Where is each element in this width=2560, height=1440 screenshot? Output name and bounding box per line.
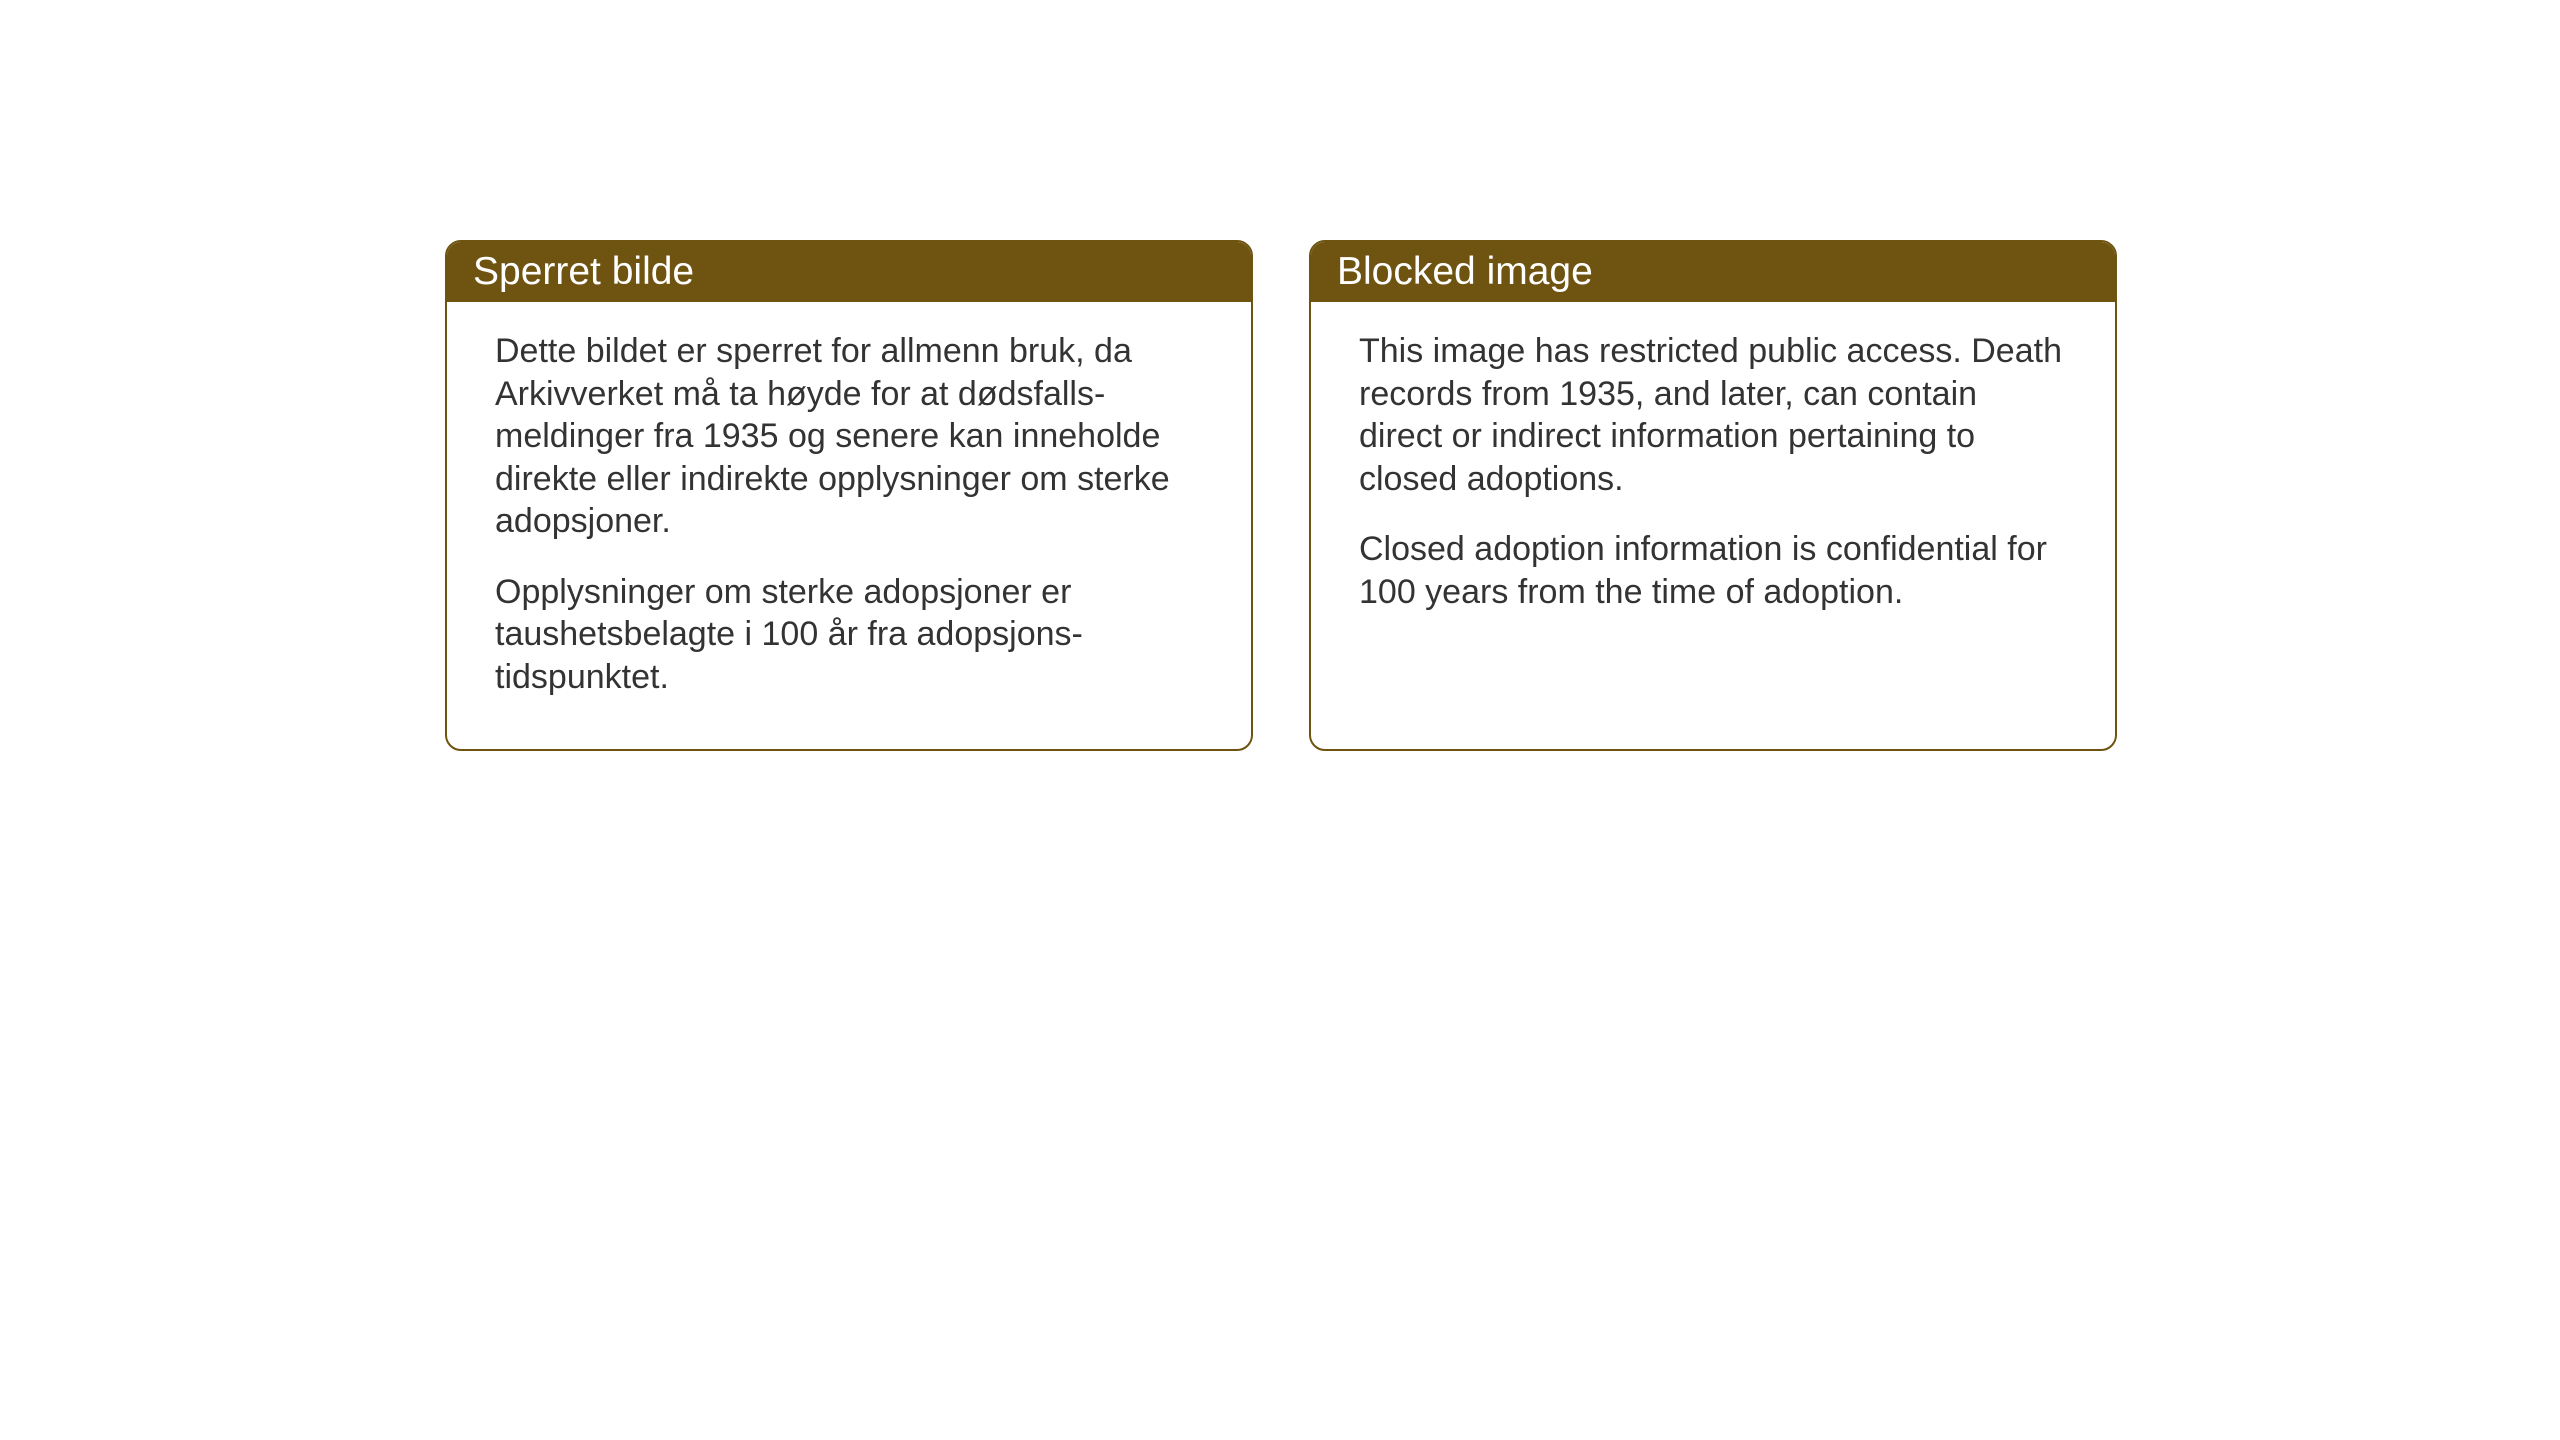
- english-paragraph-2: Closed adoption information is confident…: [1359, 528, 2067, 613]
- english-card-title: Blocked image: [1337, 250, 1593, 293]
- english-card: Blocked image This image has restricted …: [1309, 240, 2117, 751]
- norwegian-card-title: Sperret bilde: [473, 250, 694, 293]
- norwegian-card: Sperret bilde Dette bildet er sperret fo…: [445, 240, 1253, 751]
- english-card-header: Blocked image: [1311, 242, 2115, 302]
- norwegian-paragraph-1: Dette bildet er sperret for allmenn bruk…: [495, 330, 1203, 543]
- english-paragraph-1: This image has restricted public access.…: [1359, 330, 2067, 500]
- norwegian-card-body: Dette bildet er sperret for allmenn bruk…: [447, 302, 1251, 738]
- norwegian-card-header: Sperret bilde: [447, 242, 1251, 302]
- norwegian-paragraph-2: Opplysninger om sterke adopsjoner er tau…: [495, 571, 1203, 699]
- cards-container: Sperret bilde Dette bildet er sperret fo…: [445, 240, 2117, 751]
- english-card-body: This image has restricted public access.…: [1311, 302, 2115, 653]
